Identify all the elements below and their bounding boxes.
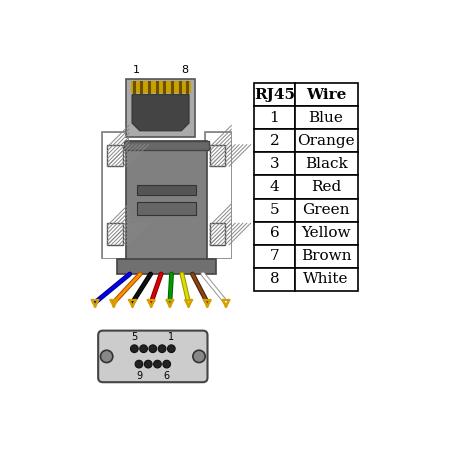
- Circle shape: [100, 350, 113, 363]
- Bar: [294, 152, 358, 175]
- Bar: [108, 223, 123, 245]
- Text: Black: Black: [305, 157, 347, 171]
- Bar: [137, 185, 196, 194]
- Text: 5: 5: [131, 332, 137, 342]
- Bar: [255, 199, 294, 222]
- Text: Red: Red: [311, 180, 341, 194]
- Bar: [124, 141, 209, 150]
- Bar: [255, 129, 294, 152]
- Circle shape: [154, 360, 161, 368]
- Text: 1: 1: [270, 111, 279, 125]
- Circle shape: [193, 350, 205, 363]
- Text: 9: 9: [136, 371, 142, 381]
- Bar: [294, 129, 358, 152]
- Text: Yellow: Yellow: [301, 226, 351, 240]
- Bar: [294, 106, 358, 129]
- Bar: [294, 245, 358, 268]
- Text: 8: 8: [270, 273, 279, 286]
- Text: 7: 7: [270, 249, 279, 264]
- Bar: [294, 199, 358, 222]
- Circle shape: [149, 345, 157, 353]
- Text: RJ45: RJ45: [254, 88, 295, 101]
- Bar: [117, 259, 216, 274]
- Bar: [255, 245, 294, 268]
- Text: 6: 6: [164, 371, 170, 381]
- Bar: [255, 83, 294, 106]
- Text: 1: 1: [168, 332, 174, 342]
- Bar: [108, 145, 123, 166]
- Text: Orange: Orange: [297, 134, 355, 148]
- Text: 4: 4: [270, 180, 279, 194]
- Bar: [255, 268, 294, 291]
- Text: Wire: Wire: [306, 88, 346, 101]
- Circle shape: [130, 345, 138, 353]
- Bar: [126, 141, 207, 260]
- Circle shape: [135, 360, 143, 368]
- Bar: [255, 175, 294, 199]
- Polygon shape: [132, 95, 189, 131]
- Text: 6: 6: [270, 226, 279, 240]
- Text: 5: 5: [270, 203, 279, 217]
- Bar: [294, 83, 358, 106]
- Bar: [210, 223, 225, 245]
- Text: 8: 8: [181, 64, 188, 74]
- Circle shape: [158, 345, 166, 353]
- Text: Brown: Brown: [301, 249, 351, 264]
- Circle shape: [140, 345, 147, 353]
- Text: Blue: Blue: [309, 111, 344, 125]
- Text: White: White: [303, 273, 349, 286]
- Bar: [255, 152, 294, 175]
- Bar: [126, 79, 195, 137]
- Bar: [294, 268, 358, 291]
- Text: 1: 1: [133, 64, 140, 74]
- Text: 2: 2: [270, 134, 279, 148]
- Bar: [294, 222, 358, 245]
- Text: 3: 3: [270, 157, 279, 171]
- Circle shape: [145, 360, 152, 368]
- Bar: [130, 81, 191, 93]
- Circle shape: [163, 360, 171, 368]
- Circle shape: [167, 345, 175, 353]
- Text: Green: Green: [302, 203, 350, 217]
- Bar: [255, 222, 294, 245]
- Bar: [210, 145, 225, 166]
- Bar: [137, 202, 196, 215]
- FancyBboxPatch shape: [98, 331, 208, 382]
- Bar: [255, 106, 294, 129]
- Bar: [294, 175, 358, 199]
